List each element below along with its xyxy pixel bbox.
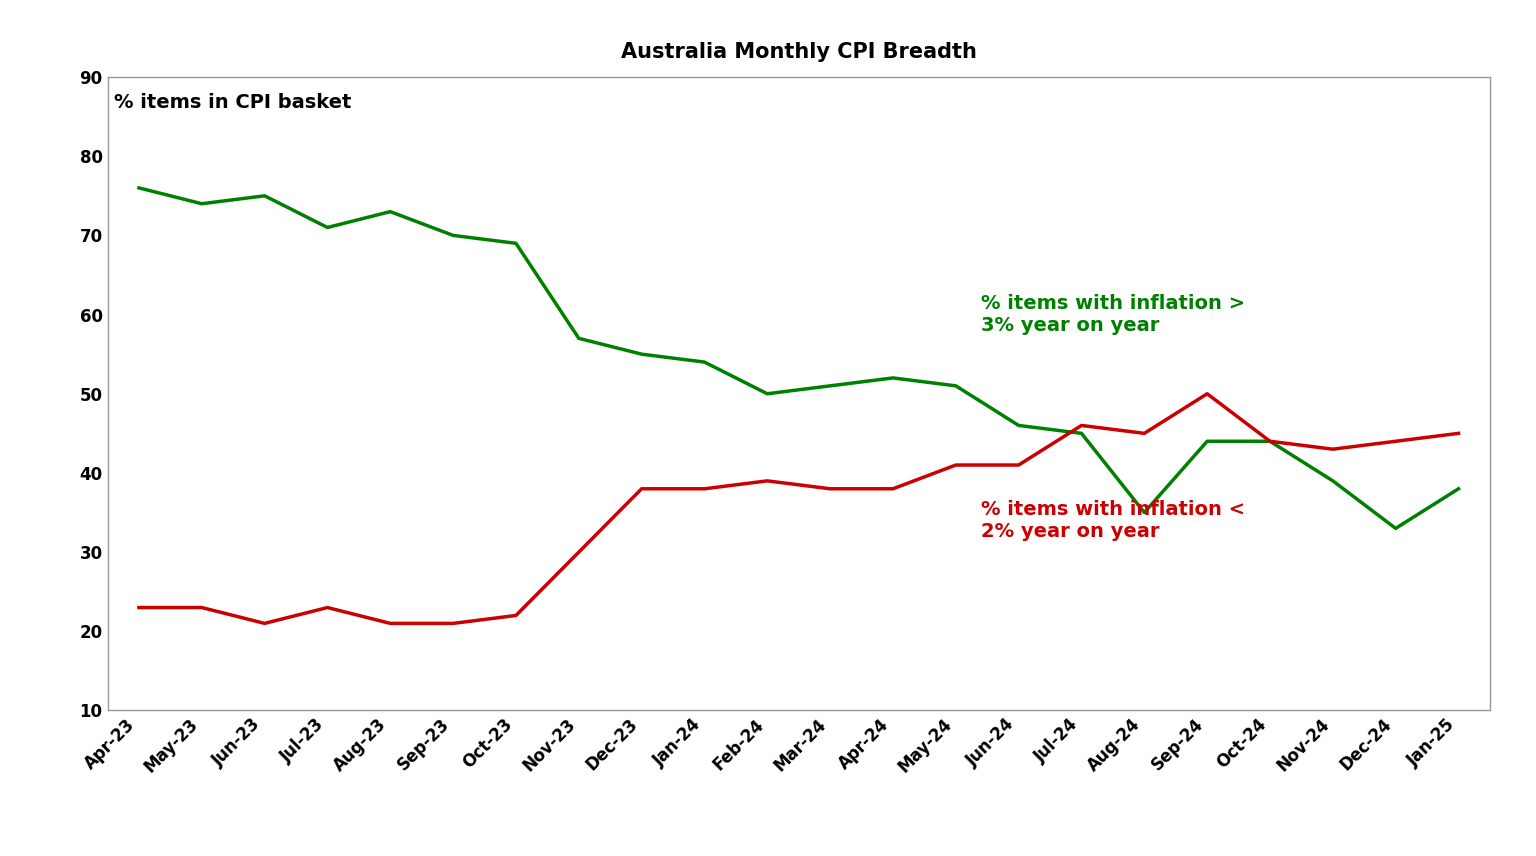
Title: Australia Monthly CPI Breadth: Australia Monthly CPI Breadth <box>621 42 977 62</box>
Text: % items in CPI basket: % items in CPI basket <box>115 93 352 112</box>
Text: % items with inflation >
3% year on year: % items with inflation > 3% year on year <box>982 294 1246 335</box>
Text: % items with inflation <
2% year on year: % items with inflation < 2% year on year <box>982 500 1246 541</box>
